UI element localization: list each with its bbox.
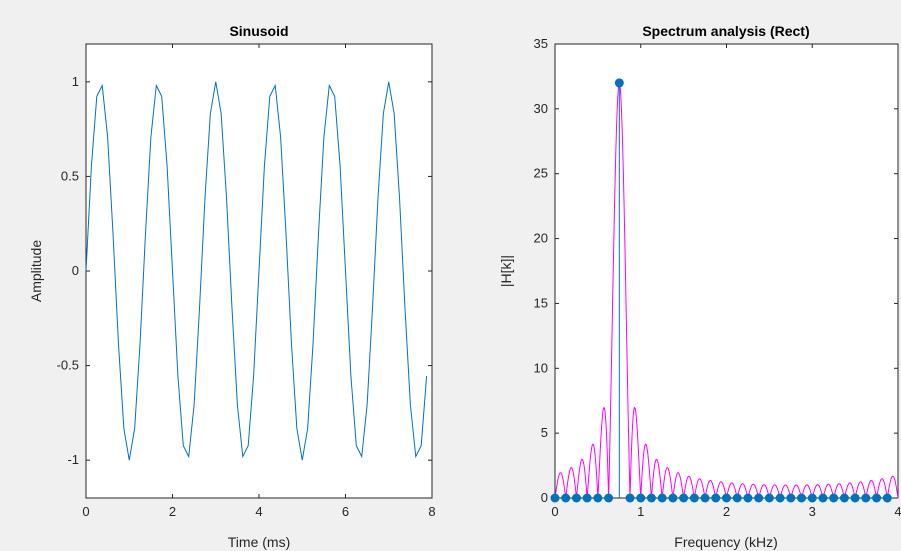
y-tick-label: -0.5 (57, 358, 79, 373)
stem-marker (807, 493, 817, 503)
y-tick-label: 0 (541, 490, 548, 505)
y-tick-label: -1 (67, 452, 79, 467)
y-tick-label: 5 (541, 425, 548, 440)
x-tick-label: 4 (255, 504, 262, 519)
chart-title-spectrum: Spectrum analysis (Rect) (642, 23, 809, 39)
stem-marker (754, 493, 764, 503)
stem-marker (593, 493, 603, 503)
stem-marker (571, 493, 581, 503)
y-tick-label: 1 (72, 74, 79, 89)
stem-marker (882, 493, 892, 503)
stem-marker (679, 493, 689, 503)
x-tick-label: 4 (894, 504, 901, 519)
y-tick-label: 0.5 (61, 168, 79, 183)
x-tick-label: 2 (723, 504, 730, 519)
ylabel-spectrum: |H[k]| (498, 255, 514, 287)
x-tick-label: 6 (342, 504, 349, 519)
axes-sinusoid: 0 2 4 6 8 -1 -0.5 0 0.5 1 Sinusoid Time (ms) Ampl… (28, 23, 436, 550)
stem-marker (786, 493, 796, 503)
xlabel-spectrum: Frequency (kHz) (674, 534, 777, 550)
stem-marker (850, 493, 860, 503)
y-tick-label: 35 (534, 36, 548, 51)
stem-marker (711, 493, 721, 503)
y-tick-label: 30 (534, 101, 548, 116)
x-tick-label: 8 (428, 504, 435, 519)
xlabel-sinusoid: Time (ms) (228, 534, 290, 550)
stem-marker (775, 493, 785, 503)
stem-marker (764, 493, 774, 503)
stem-marker (636, 493, 646, 503)
stem-marker (829, 493, 839, 503)
y-tick-label: 20 (534, 231, 548, 246)
y-tick-label: 15 (534, 295, 548, 310)
ticks-sinusoid: 0 2 4 6 8 -1 -0.5 0 0.5 1 (57, 44, 436, 519)
axes-spectrum: 0 1 2 3 4 0 5 10 15 20 25 30 35 Spectrum analysis (R… (498, 23, 901, 550)
stem-marker (625, 493, 635, 503)
x-tick-label: 2 (169, 504, 176, 519)
x-tick-label: 0 (82, 504, 89, 519)
stem-marker (668, 493, 678, 503)
stem-marker (861, 493, 871, 503)
y-tick-label: 0 (72, 263, 79, 278)
x-tick-label: 3 (809, 504, 816, 519)
y-tick-label: 25 (534, 166, 548, 181)
y-tick-label: 10 (534, 360, 548, 375)
stem-marker (872, 493, 882, 503)
x-tick-label: 1 (637, 504, 644, 519)
stem-marker (722, 493, 731, 503)
spectrum-stems (550, 78, 892, 503)
stem-marker (614, 78, 624, 88)
stem-marker (839, 493, 849, 503)
stem-marker (582, 493, 592, 503)
ticks-spectrum: 0 1 2 3 4 0 5 10 15 20 25 30 35 (534, 36, 901, 519)
x-tick-label: 0 (551, 504, 558, 519)
stem-marker (604, 493, 614, 503)
stem-marker (689, 493, 699, 503)
stem-marker (797, 493, 807, 503)
plot-area-spectrum (554, 43, 899, 499)
stem-marker (700, 493, 710, 503)
sinusoid-line (85, 81, 428, 461)
stem-marker (818, 493, 828, 503)
ylabel-sinusoid: Amplitude (28, 240, 44, 302)
stem-marker (743, 493, 753, 503)
stem-marker (657, 493, 667, 503)
chart-title-sinusoid: Sinusoid (229, 23, 288, 39)
stem-marker (561, 493, 571, 503)
stem-marker (732, 493, 742, 503)
stem-marker (550, 493, 560, 503)
stem-marker (646, 493, 656, 503)
